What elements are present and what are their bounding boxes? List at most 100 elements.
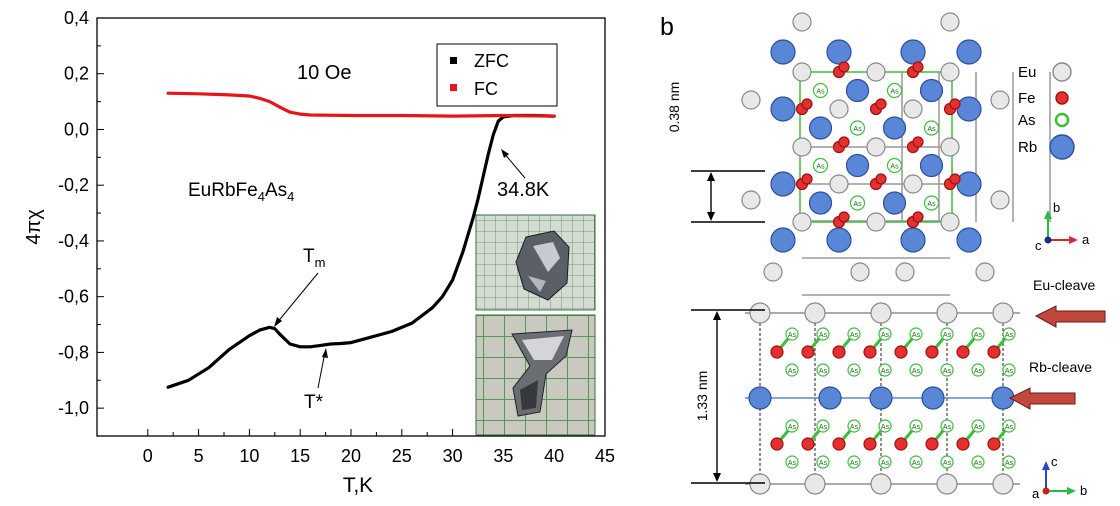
as-atom-label: As [853, 201, 862, 208]
rb-atom [869, 386, 893, 410]
legend-atom-fe-icon [1055, 91, 1069, 105]
fe-atom [949, 173, 961, 185]
data-curves [166, 91, 556, 389]
axis-b-arrowhead [1044, 210, 1052, 219]
fe-atom [925, 437, 939, 451]
as-atom-label: As [819, 424, 828, 431]
tc-label: 34.8K [497, 179, 550, 201]
eu-atom [829, 174, 849, 194]
rb-atom [919, 78, 944, 103]
tc-arrow [502, 151, 526, 179]
eu-atom [850, 262, 870, 282]
as-atom-label: As [1005, 332, 1014, 339]
fe-atom [801, 173, 813, 185]
eu-atom [804, 473, 826, 495]
x-tick-label: 5 [194, 446, 204, 466]
eu-atom [903, 99, 923, 119]
rb-atom [919, 153, 944, 178]
as-atom-label: As [788, 424, 797, 431]
as-atom-label: As [881, 424, 890, 431]
legend-box [436, 43, 558, 107]
as-atom [971, 363, 985, 377]
rb-atom [956, 96, 982, 122]
crystal-top [515, 230, 570, 301]
as-atom-label: As [1005, 460, 1014, 467]
eu-atom [870, 473, 892, 495]
rb-cleave-label: Rb-cleave [1029, 359, 1092, 375]
rb-atom [808, 191, 833, 215]
crystal-structure-panel: b As As As As As As As As As As As As As As As As As As A… [655, 0, 1120, 501]
rb-atom [956, 171, 982, 197]
as-atom [785, 363, 799, 377]
as-atom [923, 195, 940, 211]
series-fc-line [166, 91, 556, 118]
fe-atom [838, 211, 850, 223]
as-atom-label: As [912, 332, 921, 339]
as-atom-label: As [974, 460, 983, 467]
as-atom [940, 327, 954, 341]
x-tick-label: 25 [392, 446, 412, 466]
x-tick-label: 15 [290, 446, 310, 466]
as-atom-label: As [927, 126, 936, 133]
crystal-top-shine-2 [528, 276, 546, 292]
fe-atom [987, 345, 1001, 359]
chart-legend: ZFC FC [436, 43, 558, 107]
eu-atom [940, 62, 960, 82]
eu-atom [792, 137, 812, 157]
legend-zfc-label: ZFC [474, 51, 509, 71]
legend-fc-marker [450, 84, 457, 91]
as-atom [971, 327, 985, 341]
eu-atom [895, 262, 915, 282]
tstar-arrowhead [322, 348, 328, 358]
rb-atom [956, 227, 982, 253]
legend-label-as: As [1018, 112, 1036, 129]
rb-atom [770, 96, 796, 122]
dim-top-arrowhead-up [707, 172, 715, 181]
eu-atom [940, 12, 960, 32]
tstar-arrow [317, 351, 326, 389]
as-atom-label: As [788, 368, 797, 375]
y-axis-label: 4πχ [23, 209, 45, 245]
legend-atom-as-icon [1054, 112, 1070, 128]
eu-atom [866, 137, 886, 157]
as-atom-label: As [927, 201, 936, 208]
eu-atom [992, 473, 1014, 495]
eu-atom [741, 90, 761, 110]
as-atom [847, 455, 861, 469]
eu-atom [870, 302, 892, 324]
as-atom [886, 157, 903, 174]
as-atom-label: As [850, 424, 859, 431]
as-atom [909, 419, 923, 433]
axis-a-arrowhead [1069, 236, 1078, 244]
as-atom [849, 120, 866, 136]
as-atom-label: As [819, 460, 828, 467]
y-tick-label: -1,0 [58, 398, 89, 418]
as-atom-label: As [788, 460, 797, 467]
crystal-top-shine [533, 242, 560, 272]
as-atom-label: As [853, 126, 862, 133]
series-zfc-line [166, 113, 556, 389]
as-atom-label: As [816, 164, 825, 171]
fe-atom [912, 211, 924, 223]
eu-atom [741, 190, 761, 210]
eu-atom [866, 212, 886, 232]
fe-atom [875, 98, 887, 110]
eu-atom [990, 190, 1010, 210]
as-atom-label: As [819, 368, 828, 375]
eu-atom [940, 212, 960, 232]
rb-atom [770, 39, 796, 65]
as-atom-label: As [943, 368, 952, 375]
as-atom-label: As [890, 89, 899, 96]
as-atom [812, 82, 829, 99]
crystal-bottom-dark [520, 380, 538, 410]
legend-zfc-marker [450, 57, 457, 64]
as-atom-label: As [1005, 424, 1014, 431]
x-tick-label: 35 [493, 446, 513, 466]
y-tick-label: 0,2 [64, 64, 89, 84]
axis-bottom-x: b [1080, 483, 1087, 498]
as-atom-label: As [881, 332, 890, 339]
as-atom [940, 455, 954, 469]
as-atom-label: As [1005, 368, 1014, 375]
x-tick-label: 30 [443, 446, 463, 466]
as-atom [878, 327, 892, 341]
